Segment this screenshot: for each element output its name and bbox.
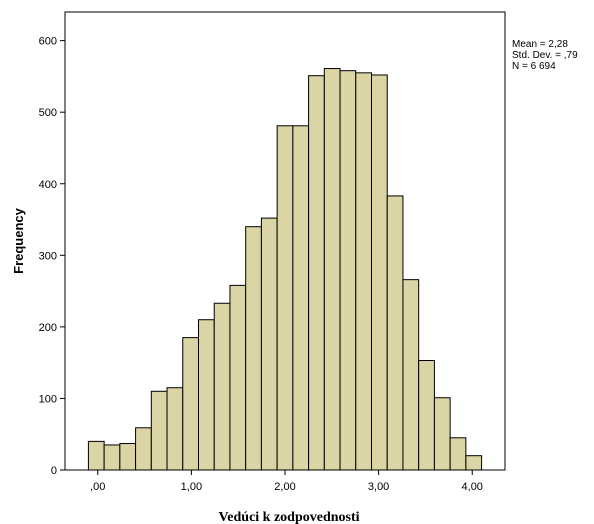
histogram-bar-9 xyxy=(229,284,247,471)
x-tick-label-3: 3,00 xyxy=(368,481,389,493)
y-tick-label-0: 0 xyxy=(51,465,57,477)
histogram-bar-7 xyxy=(197,319,215,471)
histogram-bar-13 xyxy=(292,125,310,471)
histogram-bar-3 xyxy=(135,427,152,471)
histogram-bar-16 xyxy=(339,70,357,471)
histogram-bar-8 xyxy=(213,302,231,471)
histogram-bar-19 xyxy=(386,195,404,471)
histogram-bar-18 xyxy=(371,74,388,471)
y-tick-label-2: 200 xyxy=(39,322,57,334)
histogram-bar-23 xyxy=(449,437,467,471)
stats-n: N = 6 694 xyxy=(512,61,556,72)
histogram-bar-0 xyxy=(87,440,105,471)
histogram-bar-4 xyxy=(150,390,168,471)
histogram-bar-1 xyxy=(103,444,121,471)
stats-mean: Mean = 2,28 xyxy=(512,39,568,50)
y-tick-label-4: 400 xyxy=(39,179,57,191)
histogram-bar-20 xyxy=(402,279,420,471)
y-tick-label-3: 300 xyxy=(39,250,57,262)
histogram-bars xyxy=(87,68,483,471)
x-tick-label-1: 1,00 xyxy=(181,481,202,493)
histogram-bar-14 xyxy=(308,75,325,471)
histogram-bar-21 xyxy=(418,360,435,471)
histogram-bar-24 xyxy=(465,455,483,471)
histogram-bar-17 xyxy=(355,72,373,471)
y-axis-title: Frequency xyxy=(11,207,26,274)
histogram-bar-2 xyxy=(119,443,137,471)
histogram-bar-10 xyxy=(245,226,262,471)
histogram-bar-15 xyxy=(323,68,341,471)
x-axis-ticks: ,00 1,00 2,00 3,00 4,00 xyxy=(90,470,483,493)
histogram-bar-11 xyxy=(260,217,278,471)
x-tick-label-4: 4,00 xyxy=(462,481,483,493)
x-tick-label-0: ,00 xyxy=(90,481,105,493)
x-axis-title: Vedúci k zodpovednosti xyxy=(218,510,359,524)
x-tick-label-2: 2,00 xyxy=(274,481,295,493)
histogram-bar-5 xyxy=(166,387,184,471)
histogram-bar-22 xyxy=(433,397,451,471)
y-tick-label-1: 100 xyxy=(39,393,57,405)
y-tick-label-6: 600 xyxy=(39,36,57,48)
y-tick-label-5: 500 xyxy=(39,107,57,119)
histogram-bar-12 xyxy=(276,125,294,471)
stats-std-dev: Std. Dev. = ,79 xyxy=(512,50,578,61)
y-axis-ticks: 0 100 200 300 400 500 600 xyxy=(39,36,65,477)
histogram-bar-6 xyxy=(182,337,199,471)
